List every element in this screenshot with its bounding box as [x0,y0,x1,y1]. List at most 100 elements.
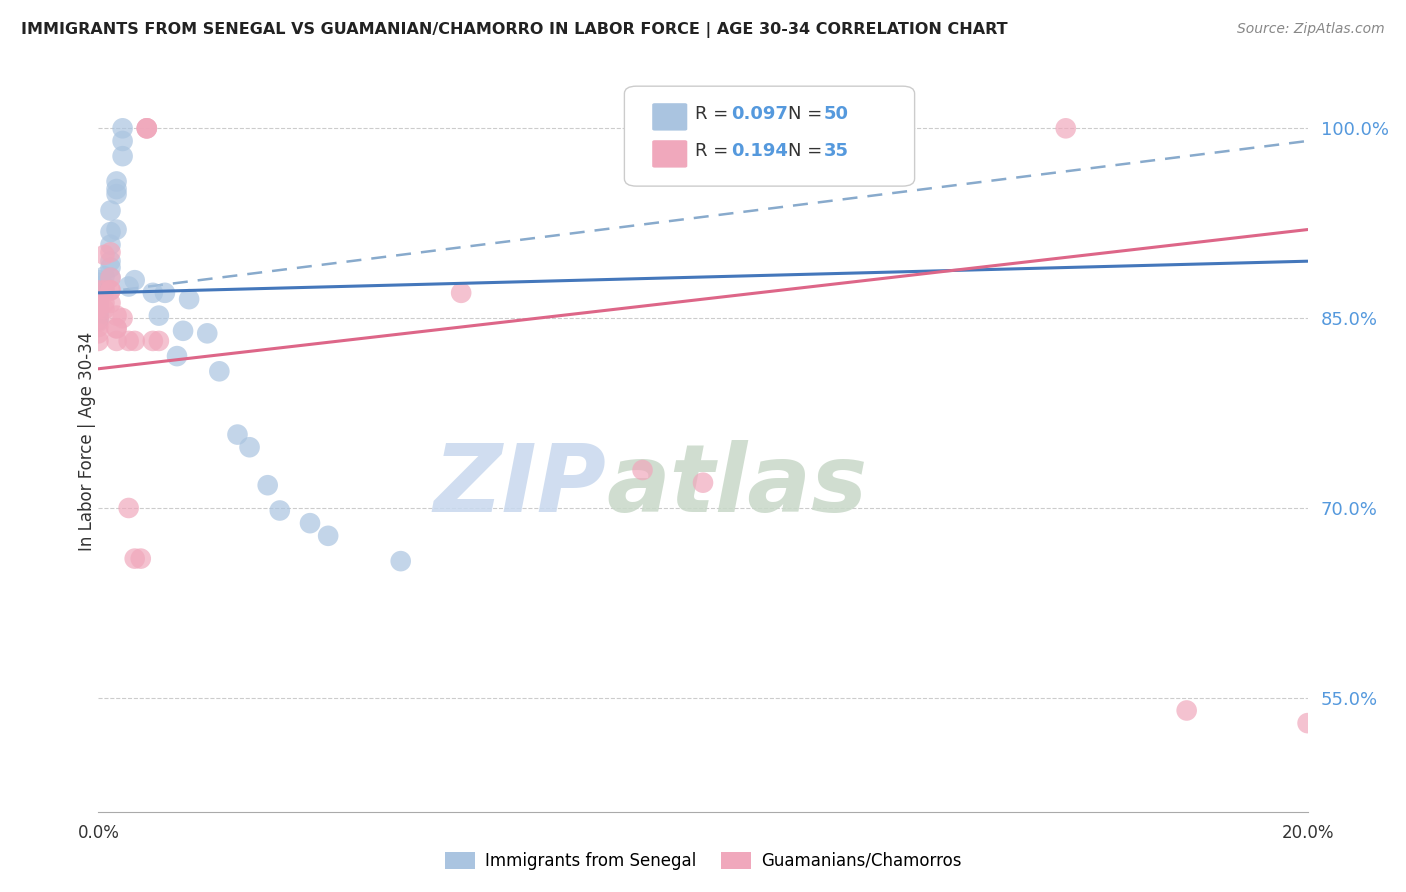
Point [166,349,188,363]
Y-axis label: In Labor Force | Age 30-34: In Labor Force | Age 30-34 [79,332,96,551]
Point [179,292,201,306]
Point [118,334,141,348]
Text: R =: R = [695,143,728,161]
Point [105,321,128,335]
Text: Source: ZipAtlas.com: Source: ZipAtlas.com [1237,22,1385,37]
Point [100,203,122,218]
FancyBboxPatch shape [624,87,915,186]
Point [142,334,165,348]
Point [87,334,110,348]
Text: R =: R = [695,105,728,123]
Point [105,182,128,196]
Point [239,440,262,454]
Text: N =: N = [787,105,823,123]
Point [692,475,714,490]
Point [100,296,122,310]
Point [93,296,115,310]
Point [124,334,146,348]
Point [105,174,128,188]
Point [87,283,110,297]
Point [148,334,170,348]
Point [100,270,122,285]
Point [124,551,146,566]
Point [87,296,110,310]
Point [873,121,896,136]
Point [100,225,122,239]
Text: 50: 50 [824,105,849,123]
Point [172,324,194,338]
Point [135,121,157,136]
Point [100,283,122,297]
Point [111,134,134,148]
Point [450,285,472,300]
Text: 35: 35 [824,143,849,161]
Point [87,314,110,328]
Point [105,187,128,202]
Point [1054,121,1077,136]
Point [87,303,110,318]
Point [87,276,110,290]
Text: 0.097: 0.097 [731,105,787,123]
Point [195,326,218,341]
Text: ZIP: ZIP [433,440,606,532]
Point [1296,716,1319,731]
Point [100,245,122,260]
Point [142,285,165,300]
Point [100,237,122,252]
Text: N =: N = [787,143,823,161]
Point [299,516,322,531]
Point [316,529,339,543]
Point [105,309,128,323]
Point [93,283,115,297]
Point [100,254,122,268]
Point [135,121,157,136]
Point [389,554,412,568]
Point [87,320,110,334]
Point [118,500,141,515]
Point [87,301,110,315]
Point [87,288,110,302]
Text: atlas: atlas [606,440,868,532]
Point [100,260,122,275]
Point [208,364,231,378]
Point [93,283,115,297]
Point [105,334,128,348]
Point [87,311,110,326]
Point [87,306,110,320]
Point [256,478,278,492]
Point [93,279,115,293]
Point [87,283,110,297]
Point [93,269,115,284]
Legend: Immigrants from Senegal, Guamanians/Chamorros: Immigrants from Senegal, Guamanians/Cham… [437,845,969,877]
Point [631,463,654,477]
Point [87,311,110,326]
FancyBboxPatch shape [652,140,688,168]
Point [105,222,128,236]
Point [153,285,176,300]
Point [87,279,110,293]
Point [226,427,249,442]
Point [93,248,115,262]
Point [1175,703,1198,717]
Text: 0.194: 0.194 [731,143,787,161]
Point [111,149,134,163]
Point [87,298,110,312]
Point [118,279,141,293]
Point [100,270,122,285]
Point [111,311,134,326]
Point [135,121,157,136]
Point [124,273,146,287]
Point [87,292,110,306]
Point [111,121,134,136]
Point [87,309,110,323]
Point [87,294,110,309]
Point [93,302,115,317]
Point [87,285,110,300]
Point [87,301,110,315]
Point [87,315,110,329]
Point [87,273,110,287]
Point [87,296,110,310]
Point [148,309,170,323]
Point [87,326,110,341]
FancyBboxPatch shape [652,103,688,130]
